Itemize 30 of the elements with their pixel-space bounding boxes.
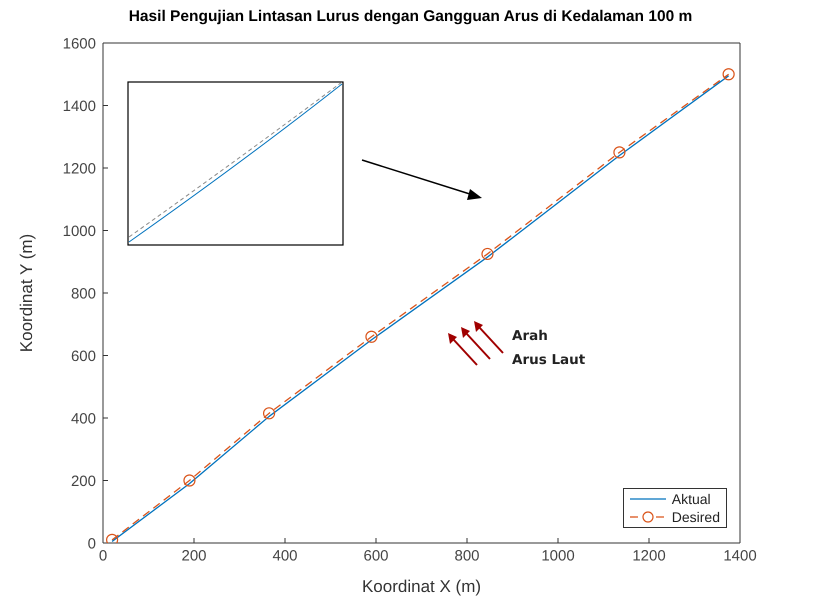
legend-label: Aktual	[672, 491, 711, 507]
point	[722, 68, 735, 80]
y-tick-label: 1400	[62, 98, 96, 115]
y-tick-label: 800	[70, 285, 96, 302]
x-tick-label: 400	[272, 548, 298, 565]
x-tick-label: 1000	[541, 548, 575, 565]
annotation: Arah	[512, 328, 548, 344]
y-tick-label: 0	[88, 535, 96, 552]
x-tick-label: 200	[181, 548, 207, 565]
point	[365, 330, 378, 343]
legend-label: Desired	[672, 509, 720, 525]
point	[183, 474, 196, 487]
y-tick-label: 600	[70, 348, 96, 365]
y-axis-title: Koordinat Y (m)	[17, 234, 36, 352]
x-axis-title: Koordinat X (m)	[362, 577, 482, 596]
y-tick-label: 1200	[62, 160, 96, 178]
point	[481, 248, 494, 260]
y-tick-label: 1000	[62, 222, 96, 240]
point	[613, 146, 626, 158]
y-tick-label: 200	[70, 472, 96, 490]
chart-title: Hasil Pengujian Lintasan Lurus dengan Gangguan Arus di Kedalaman 100 m	[128, 8, 694, 26]
x-tick-label: 1400	[723, 548, 757, 565]
y-tick-label: 400	[70, 410, 96, 428]
x-tick-label: 600	[363, 548, 389, 565]
x-tick-label: 1200	[632, 548, 666, 565]
annotation: Arus Laut	[512, 352, 586, 368]
x-tick-label: 0	[98, 548, 108, 565]
x-tick-label: 800	[454, 548, 480, 565]
point	[262, 407, 276, 420]
y-tick-label: 1600	[62, 35, 96, 52]
